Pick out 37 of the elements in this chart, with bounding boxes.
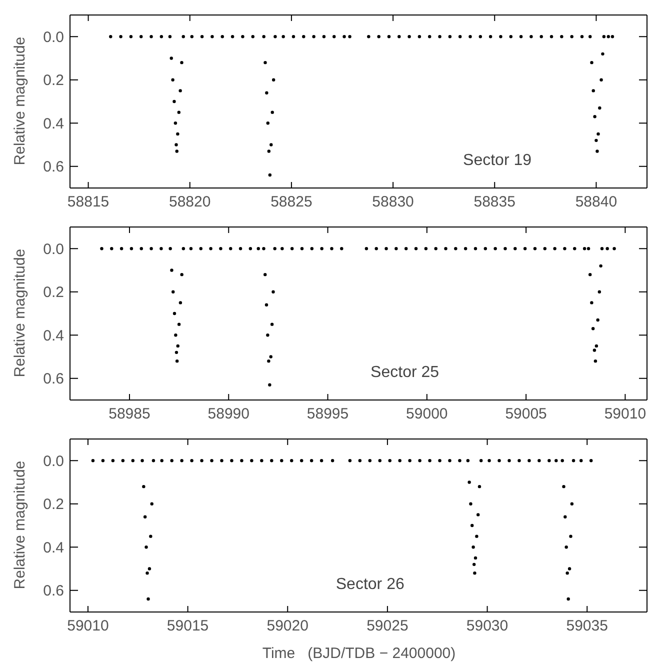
- x-tick-label: 58840: [575, 194, 618, 211]
- y-tick-label: 0.2: [43, 284, 64, 302]
- y-tick-label: 0.2: [43, 72, 64, 90]
- x-tick-label: 59010: [604, 406, 646, 423]
- x-tick-label: 58830: [372, 194, 414, 211]
- y-tick-label: 0.6: [43, 370, 64, 388]
- x-tick-label: 58990: [208, 406, 250, 423]
- x-tick-label: 59005: [505, 406, 547, 423]
- x-tick-label: 59015: [166, 618, 209, 635]
- y-tick-label: 0.2: [43, 496, 64, 514]
- x-tick-label: 59000: [406, 406, 448, 423]
- y-tick-label: 0.6: [43, 582, 64, 600]
- y-axis-title: Relative magnitude: [12, 248, 28, 378]
- y-axis-title: Relative magnitude: [12, 460, 28, 590]
- x-tick-label: 58815: [67, 194, 110, 211]
- x-tick-label: 58995: [306, 406, 349, 423]
- y-axis-title: Relative magnitude: [12, 36, 28, 166]
- annotation: Sector 25: [370, 364, 440, 382]
- x-tick-label: 59010: [67, 618, 109, 635]
- y-tick-label: 0.0: [43, 452, 64, 470]
- annotation: Sector 26: [336, 576, 404, 594]
- y-tick-label: 0.6: [43, 158, 64, 176]
- x-tick-label: 58825: [270, 194, 312, 211]
- x-tick-label: 59020: [266, 618, 308, 635]
- x-tick-label: 58820: [169, 194, 211, 211]
- x-tick-label: 58835: [474, 194, 516, 211]
- y-tick-label: 0.0: [43, 240, 64, 258]
- y-tick-label: 0.4: [43, 539, 64, 556]
- x-tick-label: 59030: [466, 618, 508, 635]
- y-tick-label: 0.4: [43, 327, 64, 344]
- y-tick-label: 0.4: [43, 115, 64, 132]
- x-tick-label: 58985: [108, 406, 150, 423]
- x-tick-label: 59035: [566, 618, 608, 635]
- x-tick-label: 59025: [366, 618, 408, 635]
- x-axis-title: Time (BJD/TDB − 2400000): [262, 645, 456, 662]
- annotation: Sector 19: [463, 152, 532, 170]
- y-tick-label: 0.0: [43, 28, 64, 46]
